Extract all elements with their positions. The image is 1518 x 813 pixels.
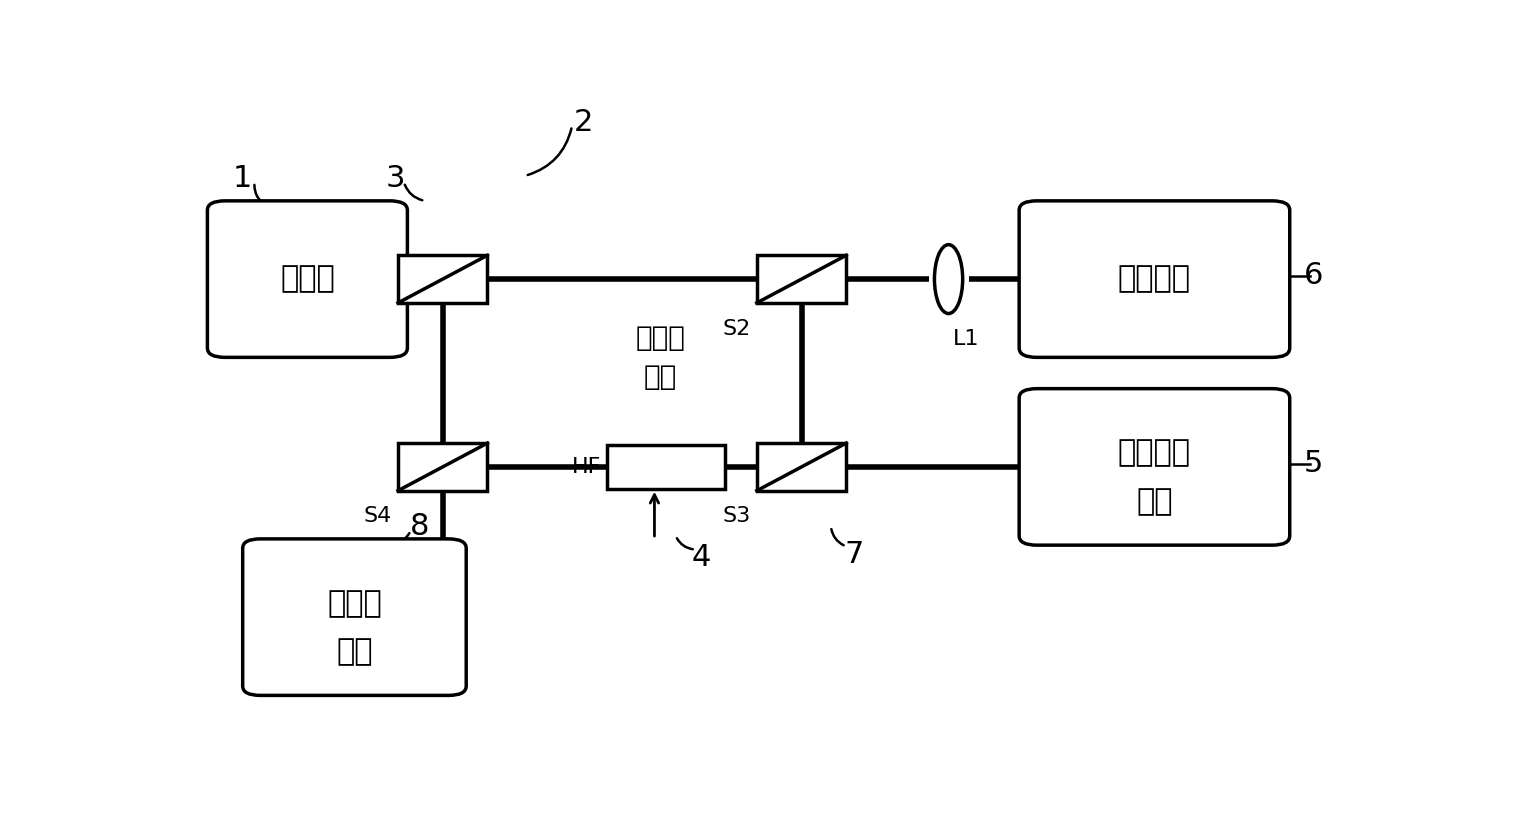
Text: 6: 6 bbox=[1304, 262, 1324, 290]
Text: 激光器: 激光器 bbox=[279, 264, 335, 293]
FancyBboxPatch shape bbox=[208, 201, 407, 358]
Text: 布拉格
单元: 布拉格 单元 bbox=[636, 324, 685, 391]
Bar bbox=[757, 443, 846, 491]
Text: 2: 2 bbox=[574, 108, 594, 137]
Bar bbox=[757, 255, 846, 303]
Text: L1: L1 bbox=[953, 329, 979, 350]
Text: S1: S1 bbox=[364, 319, 392, 338]
FancyBboxPatch shape bbox=[243, 539, 466, 695]
Text: 测器: 测器 bbox=[335, 637, 373, 666]
Text: S4: S4 bbox=[364, 506, 392, 526]
FancyBboxPatch shape bbox=[1019, 201, 1290, 358]
Text: S2: S2 bbox=[723, 319, 751, 338]
Bar bbox=[398, 255, 487, 303]
Text: S3: S3 bbox=[723, 506, 751, 526]
Text: 1: 1 bbox=[232, 164, 252, 193]
Text: 7: 7 bbox=[844, 540, 864, 569]
Text: HF: HF bbox=[572, 457, 601, 477]
Text: 5: 5 bbox=[1304, 450, 1324, 478]
Text: 测振仪检: 测振仪检 bbox=[1117, 439, 1192, 467]
Bar bbox=[398, 443, 487, 491]
Text: 4: 4 bbox=[692, 543, 712, 572]
Bar bbox=[607, 445, 726, 489]
Text: 测器: 测器 bbox=[1135, 487, 1173, 515]
Text: 拍频检: 拍频检 bbox=[326, 589, 383, 618]
Ellipse shape bbox=[935, 245, 962, 314]
Text: 待测物体: 待测物体 bbox=[1117, 264, 1192, 293]
FancyBboxPatch shape bbox=[1019, 389, 1290, 546]
Text: 8: 8 bbox=[410, 512, 430, 541]
Text: 3: 3 bbox=[386, 164, 405, 193]
